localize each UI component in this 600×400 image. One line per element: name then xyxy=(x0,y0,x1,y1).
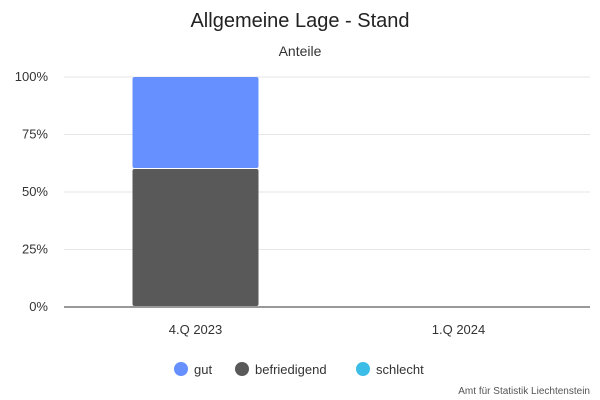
legend: gut befriedigend schlecht xyxy=(174,362,424,377)
x-tick-label: 4.Q 2023 xyxy=(169,322,223,337)
credit-text[interactable]: Amt für Statistik Liechtenstein xyxy=(458,386,590,397)
y-axis-ticks: 0% 25% 50% 75% 100% xyxy=(15,69,49,314)
y-tick-label: 50% xyxy=(22,184,48,199)
legend-swatch xyxy=(235,362,249,376)
legend-label: schlecht xyxy=(376,362,424,377)
legend-item-befriedigend[interactable]: befriedigend xyxy=(235,362,327,377)
y-tick-label: 0% xyxy=(29,299,48,314)
legend-label: gut xyxy=(194,362,212,377)
y-tick-label: 25% xyxy=(22,242,48,257)
chart-subtitle: Anteile xyxy=(279,43,322,59)
legend-swatch xyxy=(174,362,188,376)
legend-label: befriedigend xyxy=(255,362,327,377)
x-axis-ticks: 4.Q 2023 1.Q 2024 xyxy=(169,322,486,337)
legend-item-schlecht[interactable]: schlecht xyxy=(356,362,424,377)
legend-item-gut[interactable]: gut xyxy=(174,362,212,377)
y-tick-label: 100% xyxy=(15,69,49,84)
chart-title: Allgemeine Lage - Stand xyxy=(190,10,409,32)
bar-gut-0[interactable] xyxy=(132,77,259,168)
bar-befriedigend-0[interactable] xyxy=(132,169,259,306)
legend-swatch xyxy=(356,362,370,376)
x-tick-label: 1.Q 2024 xyxy=(432,322,486,337)
bars xyxy=(132,77,259,306)
y-tick-label: 75% xyxy=(22,127,48,142)
